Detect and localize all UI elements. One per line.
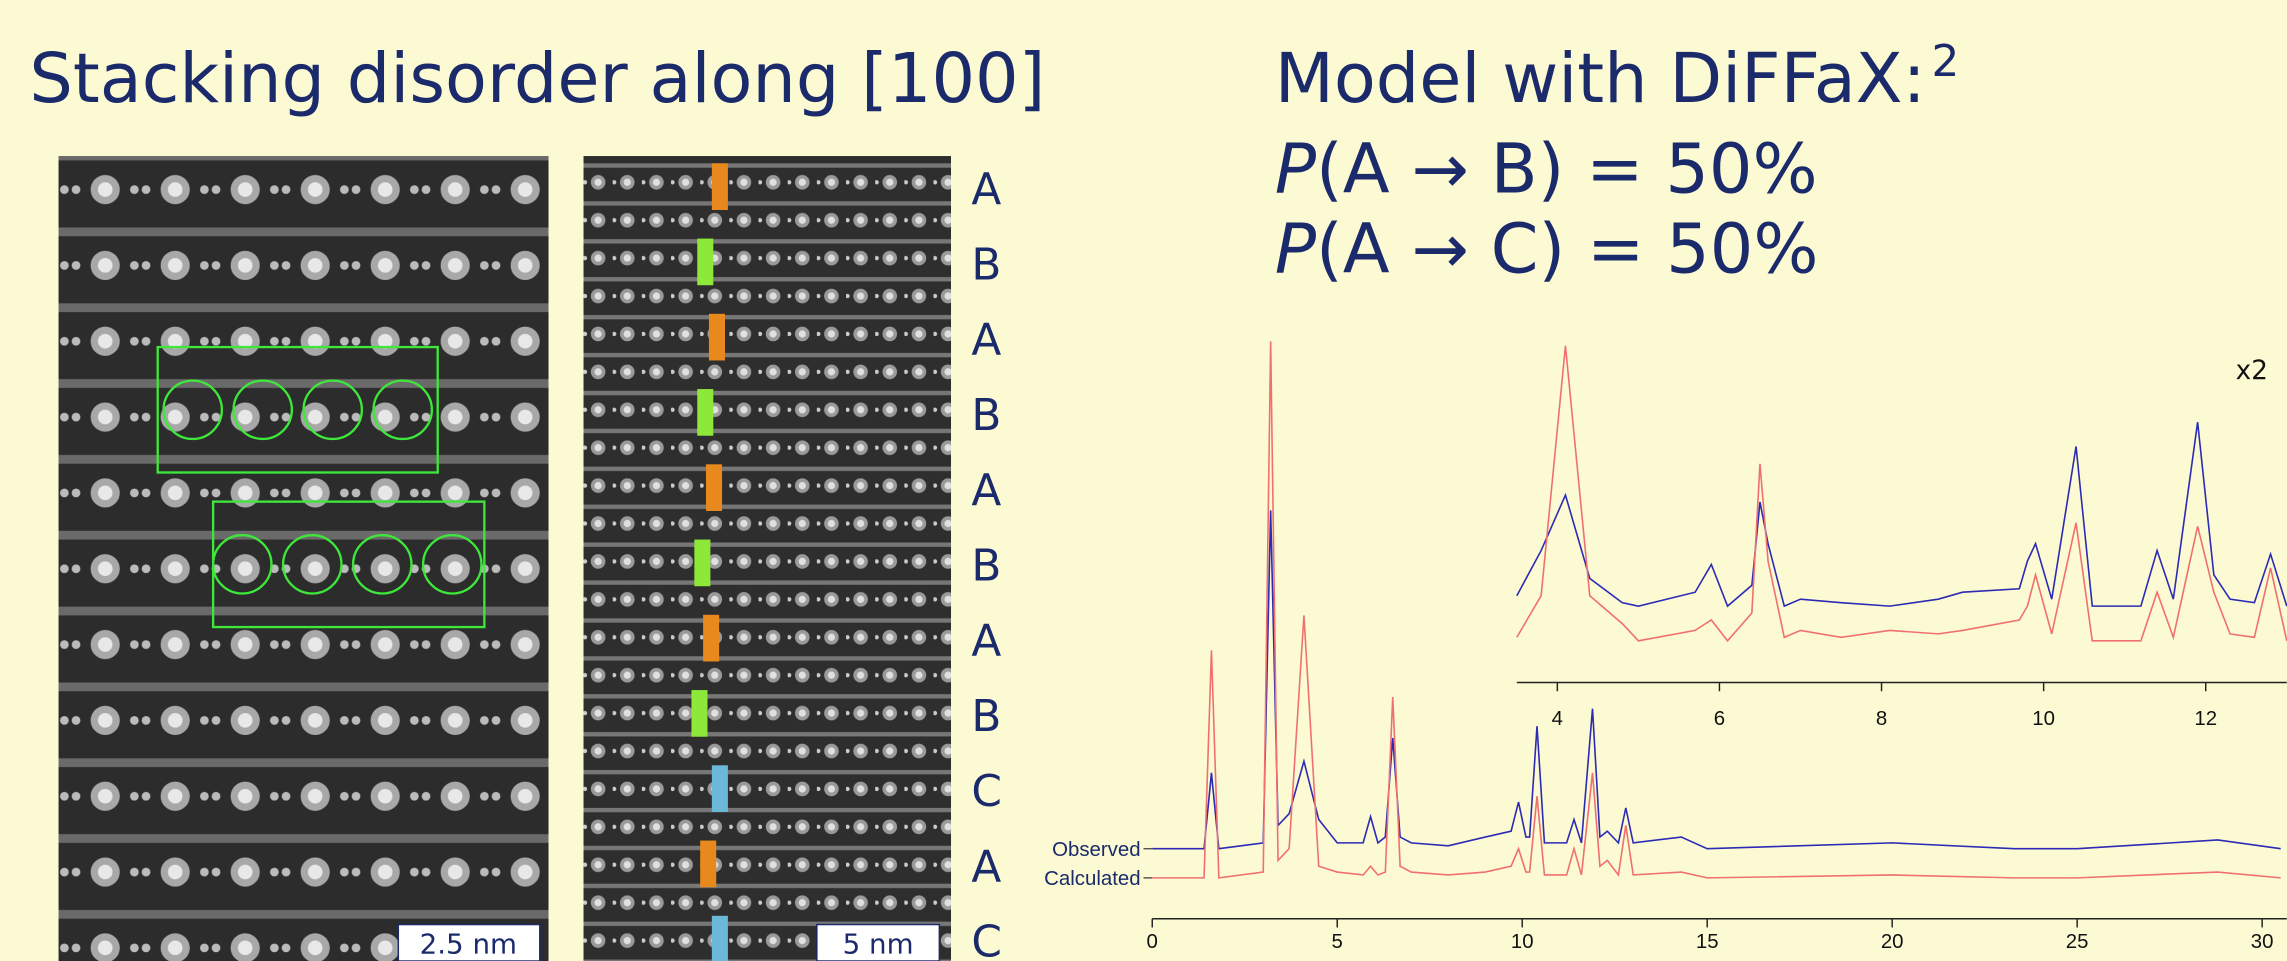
x-tick-label: 8 [1876, 708, 1887, 730]
x-tick-label: 30 [2251, 931, 2274, 953]
layer-label: B [971, 390, 1001, 441]
tem-image-wide: 2.5 nm [58, 156, 549, 961]
series-line [1516, 422, 2287, 608]
probability-expression: (A → B) = 50% [1316, 129, 1818, 209]
x-tick-label: 4 [1552, 708, 1563, 730]
series-line [1516, 345, 2287, 643]
layer-label: B [971, 691, 1001, 742]
series-line [1152, 510, 2281, 850]
scale-annotation: x2 [2236, 356, 2268, 386]
scale-bar-box [397, 923, 541, 961]
tem-image-narrow: 5 nm [583, 156, 952, 961]
model-heading: Model with DiFFaX: 2 [1275, 36, 1960, 119]
layer-marker [711, 915, 728, 961]
diffraction-charts: 0 5 10 15 20 25 30 Observed Calculated 4 6 8 10 12 x2 [1044, 341, 2287, 953]
probability-expression: (A → C) = 50% [1316, 210, 1818, 290]
scale-bar-box [816, 923, 941, 961]
heading-text: Model with DiFFaX: [1275, 39, 1926, 119]
x-tick-label: 25 [2066, 931, 2089, 953]
slide-title: Stacking disorder along [100] [29, 39, 1045, 119]
probability-symbol: P [1275, 210, 1317, 290]
layer-label: C [971, 766, 1002, 817]
layer-label: A [971, 616, 1001, 667]
scale-bar-label: 5 nm [843, 928, 914, 961]
layer-label: C [971, 917, 1002, 961]
x-tick-label: 15 [1696, 931, 1719, 953]
model-rule: P(A → C) = 50% [1275, 210, 1819, 290]
probability-symbol: P [1275, 129, 1317, 209]
x-tick-label: 10 [1511, 931, 1534, 953]
model-rule: P(A → B) = 50% [1275, 129, 1818, 209]
framework-overlay [156, 345, 486, 629]
layer-marker [708, 313, 725, 361]
image [58, 156, 549, 961]
layer-marker [711, 765, 728, 812]
x-tick-label: 20 [1881, 931, 1904, 953]
image [583, 156, 952, 961]
x-tick-label: 5 [1332, 931, 1343, 953]
layer-marker [706, 464, 723, 511]
layer-marker [691, 690, 708, 737]
legend-label: Calculated [1044, 868, 1140, 890]
layer-marker [711, 163, 728, 210]
scale-bar-label: 2.5 nm [420, 928, 517, 961]
legend-label: Observed [1052, 839, 1140, 861]
layer-marker [700, 840, 717, 888]
model-rules: P(A → B) = 50%P(A → C) = 50% [1275, 129, 1819, 289]
heading-ref: 2 [1932, 36, 1960, 87]
layer-label: A [971, 315, 1001, 366]
layer-marker [697, 389, 714, 436]
x-tick-label: 6 [1714, 708, 1725, 730]
x-tick-label: 0 [1147, 931, 1158, 953]
layer-marker [697, 238, 714, 286]
layer-label: B [971, 540, 1001, 591]
x-tick-label: 12 [2194, 708, 2217, 730]
layer-label: B [971, 239, 1001, 290]
series-line [1152, 341, 2281, 879]
layer-label: A [971, 465, 1001, 516]
layer-marker [703, 614, 720, 662]
layer-marker [694, 539, 711, 587]
x-tick-label: 10 [2032, 708, 2055, 730]
layer-label: A [971, 164, 1001, 215]
layer-label: A [971, 841, 1001, 892]
